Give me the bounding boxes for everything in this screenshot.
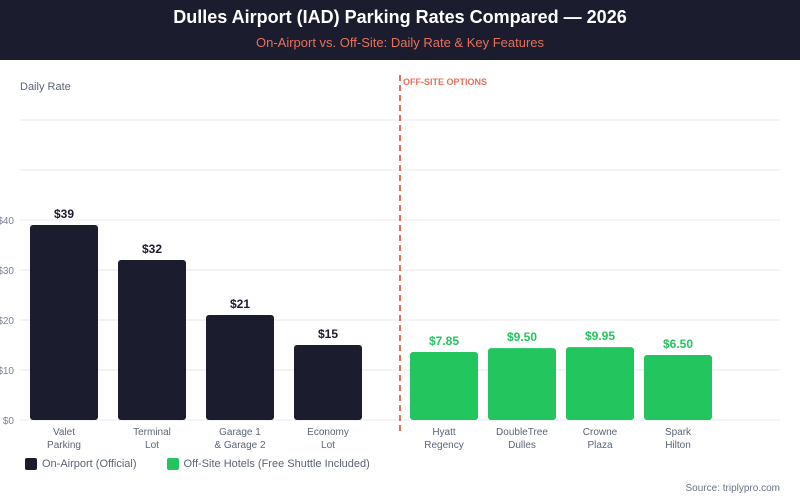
x-tick-label: Valet xyxy=(53,427,75,438)
y-axis-label: Daily Rate xyxy=(20,81,71,93)
x-tick-label: Terminal xyxy=(133,427,171,438)
legend-label-on-airport: On-Airport (Official) xyxy=(42,458,137,470)
x-tick-label: Plaza xyxy=(587,440,612,451)
bar-doubletree-dulles xyxy=(488,348,556,420)
legend: On-Airport (Official) Off-Site Hotels (F… xyxy=(25,458,400,470)
x-tick-label: Hyatt xyxy=(432,427,456,438)
chart-title: Dulles Airport (IAD) Parking Rates Compa… xyxy=(173,7,627,27)
x-tick-label: DoubleTree xyxy=(496,427,548,438)
x-tick-label: Lot xyxy=(321,440,335,451)
legend-item-on-airport: On-Airport (Official) xyxy=(25,458,137,470)
y-tick-label: $30 xyxy=(0,266,14,277)
data-label: $9.50 xyxy=(507,330,537,344)
bar-valet-parking xyxy=(30,225,98,420)
x-tick-label: Economy xyxy=(307,427,349,438)
x-tick-label: Hilton xyxy=(665,440,691,451)
data-label: $9.95 xyxy=(585,329,615,343)
x-tick-label: Parking xyxy=(47,440,81,451)
x-tick-label: Garage 1 xyxy=(219,427,261,438)
source-note: Source: triplypro.com xyxy=(685,483,780,494)
x-tick-label: Crowne xyxy=(583,427,618,438)
x-tick-label: Regency xyxy=(424,440,463,451)
y-tick-label: $20 xyxy=(0,316,14,327)
data-label: $32 xyxy=(142,242,162,256)
chart-header: Dulles Airport (IAD) Parking Rates Compa… xyxy=(0,0,800,60)
bar-terminal-lot xyxy=(118,260,186,420)
x-tick-label: Dulles xyxy=(508,440,536,451)
x-tick-label: Lot xyxy=(145,440,159,451)
y-tick-label: $10 xyxy=(0,366,14,377)
legend-swatch-on-airport xyxy=(25,458,37,470)
legend-item-off-site: Off-Site Hotels (Free Shuttle Included) xyxy=(166,458,370,470)
data-label: $7.85 xyxy=(429,334,459,348)
data-label: $21 xyxy=(230,297,250,311)
bar-spark-hilton xyxy=(644,355,712,420)
y-tick-label: $40 xyxy=(0,216,14,227)
data-label: $15 xyxy=(318,327,338,341)
divider-label: OFF-SITE OPTIONS xyxy=(403,77,487,87)
legend-swatch-off-site xyxy=(166,458,179,470)
x-tick-label: & Garage 2 xyxy=(214,440,266,451)
bar-garage-1-garage-2 xyxy=(206,315,274,420)
data-label: $6.50 xyxy=(663,337,693,351)
data-label: $39 xyxy=(54,207,74,221)
legend-label-off-site: Off-Site Hotels (Free Shuttle Included) xyxy=(183,458,370,470)
x-tick-label: Spark xyxy=(665,427,692,438)
y-tick-label: $0 xyxy=(3,416,15,427)
chart-subtitle: On-Airport vs. Off-Site: Daily Rate & Ke… xyxy=(255,35,545,50)
bar-crowne-plaza xyxy=(566,347,634,420)
bar-economy-lot xyxy=(294,345,362,420)
bar-hyatt-regency xyxy=(410,351,478,420)
